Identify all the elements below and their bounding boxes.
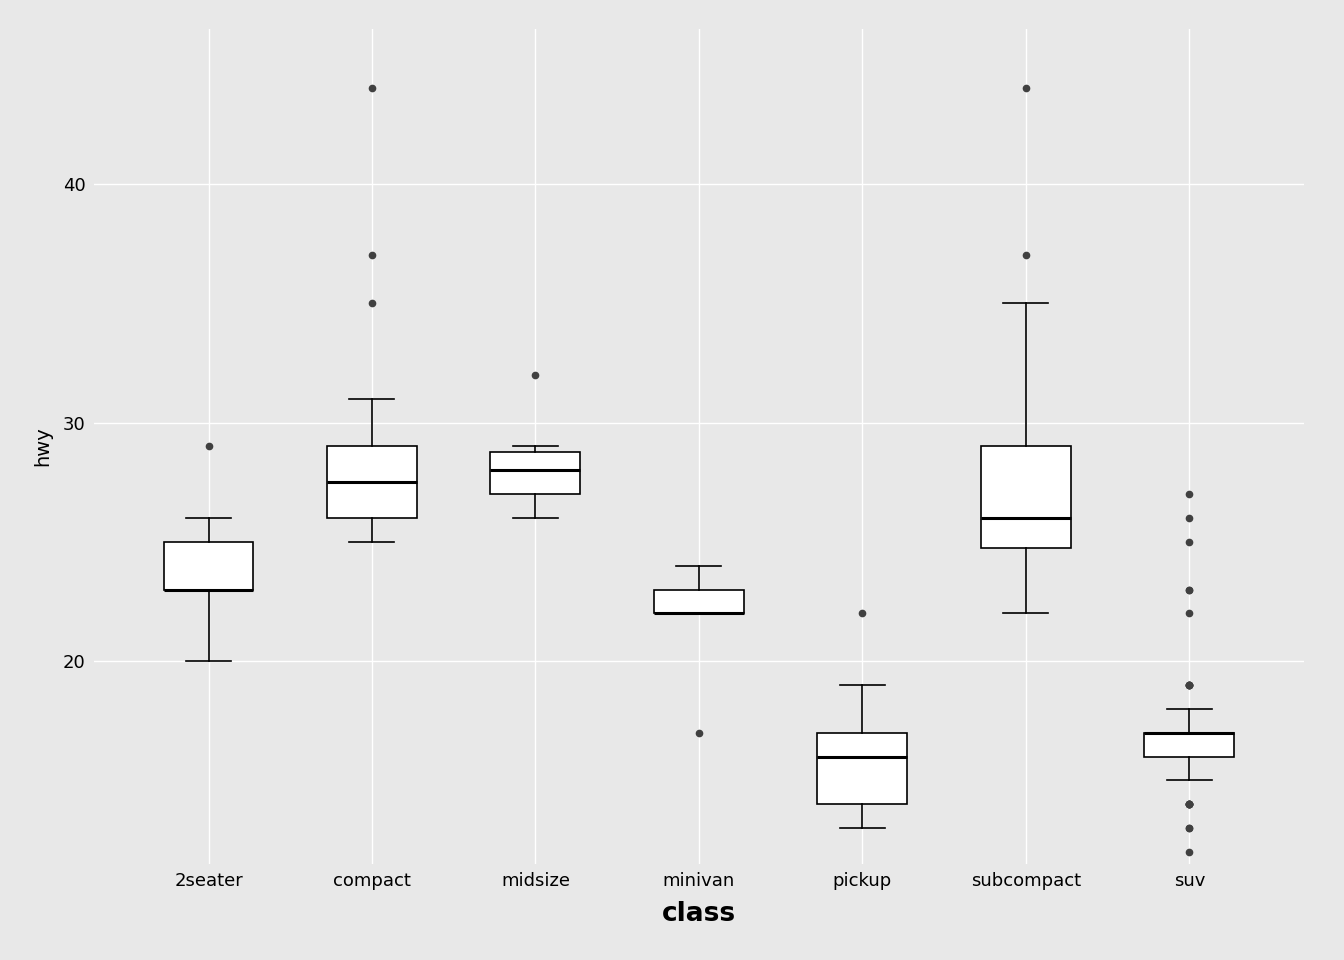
PathPatch shape — [164, 541, 254, 589]
PathPatch shape — [981, 446, 1071, 548]
PathPatch shape — [327, 446, 417, 518]
PathPatch shape — [817, 732, 907, 804]
Y-axis label: hwy: hwy — [32, 426, 52, 467]
X-axis label: class: class — [661, 901, 737, 927]
PathPatch shape — [491, 452, 581, 494]
PathPatch shape — [1144, 732, 1234, 756]
PathPatch shape — [655, 589, 743, 613]
